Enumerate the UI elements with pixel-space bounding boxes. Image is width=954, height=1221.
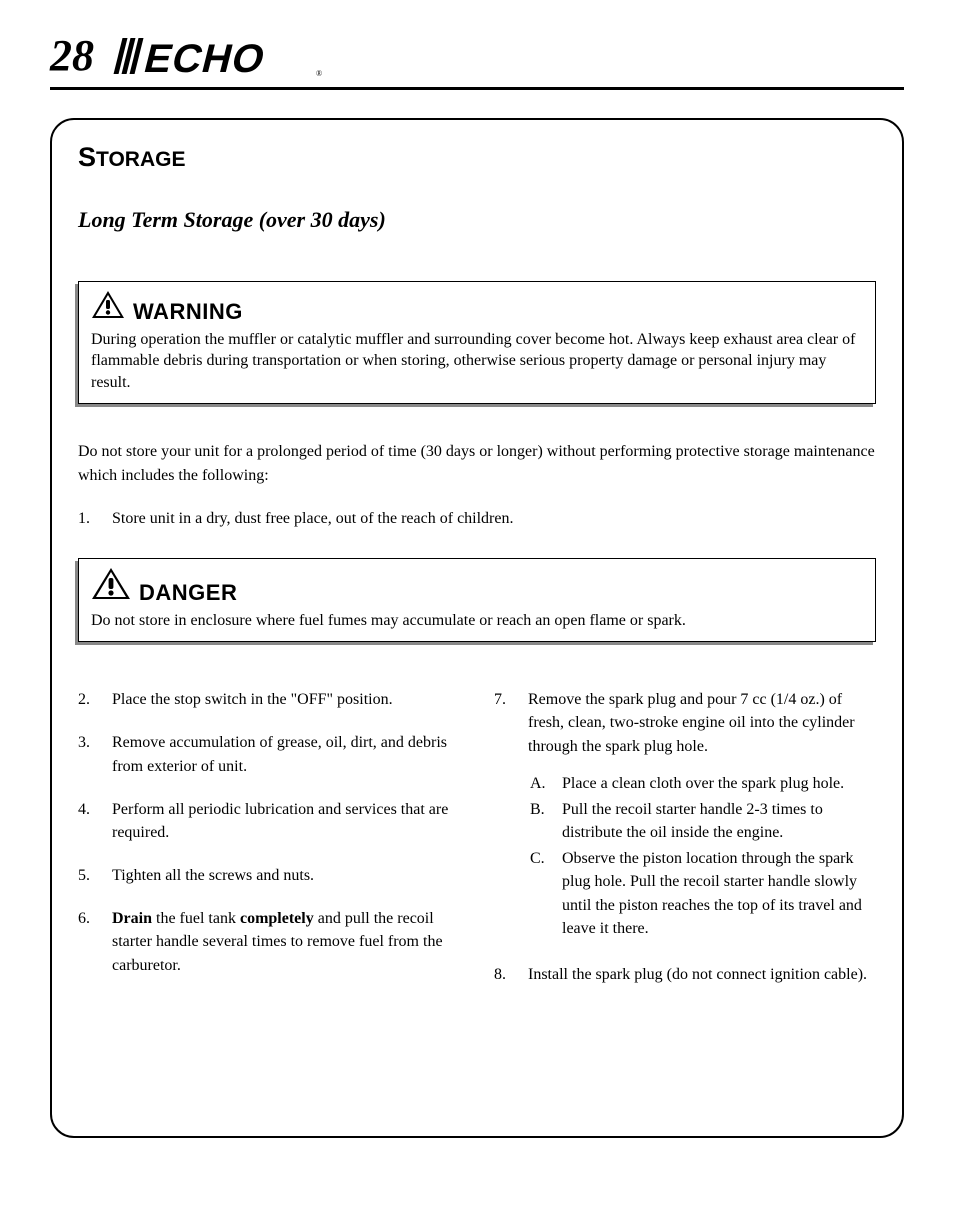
content-frame: STORAGE Long Term Storage (over 30 days)…	[50, 118, 904, 1138]
danger-icon	[91, 567, 131, 608]
warning-label: WARNING	[133, 297, 243, 327]
svg-text:®: ®	[316, 69, 322, 78]
list-item-1: 1. Store unit in a dry, dust free place,…	[78, 507, 876, 530]
list-item: 8.Install the spark plug (do not connect…	[494, 963, 876, 986]
list-item: 5.Tighten all the screws and nuts.	[78, 864, 460, 887]
list-item: 4.Perform all periodic lubrication and s…	[78, 798, 460, 844]
list-item: 2.Place the stop switch in the "OFF" pos…	[78, 688, 460, 711]
right-column: 7. Remove the spark plug and pour 7 cc (…	[494, 688, 876, 1006]
section-title: STORAGE	[78, 142, 876, 173]
brand-logo: ECHO ®	[106, 32, 326, 80]
left-column: 2.Place the stop switch in the "OFF" pos…	[78, 688, 460, 1006]
list-item: 6.Drain the fuel tank completely and pul…	[78, 907, 460, 977]
danger-box: DANGER Do not store in enclosure where f…	[78, 558, 876, 642]
warning-box: WARNING During operation the muffler or …	[78, 281, 876, 404]
header-rule	[50, 87, 904, 90]
list-item: 7. Remove the spark plug and pour 7 cc (…	[494, 688, 876, 943]
sub-list-item: B.Pull the recoil starter handle 2-3 tim…	[528, 798, 876, 844]
sub-list-item: A.Place a clean cloth over the spark plu…	[528, 772, 876, 795]
warning-text: During operation the muffler or catalyti…	[91, 329, 863, 394]
danger-label: DANGER	[139, 578, 237, 608]
sub-list-item: C.Observe the piston location through th…	[528, 847, 876, 940]
list-item: 3.Remove accumulation of grease, oil, di…	[78, 731, 460, 777]
two-column-list: 2.Place the stop switch in the "OFF" pos…	[78, 688, 876, 1006]
page-header: 28 ECHO ®	[50, 30, 904, 81]
sub-list: A.Place a clean cloth over the spark plu…	[528, 772, 876, 940]
warning-icon	[91, 290, 125, 327]
danger-text: Do not store in enclosure where fuel fum…	[91, 610, 863, 632]
intro-paragraph: Do not store your unit for a prolonged p…	[78, 440, 876, 486]
subsection-title: Long Term Storage (over 30 days)	[78, 207, 876, 233]
svg-text:ECHO: ECHO	[140, 35, 271, 79]
page-number: 28	[50, 30, 94, 81]
